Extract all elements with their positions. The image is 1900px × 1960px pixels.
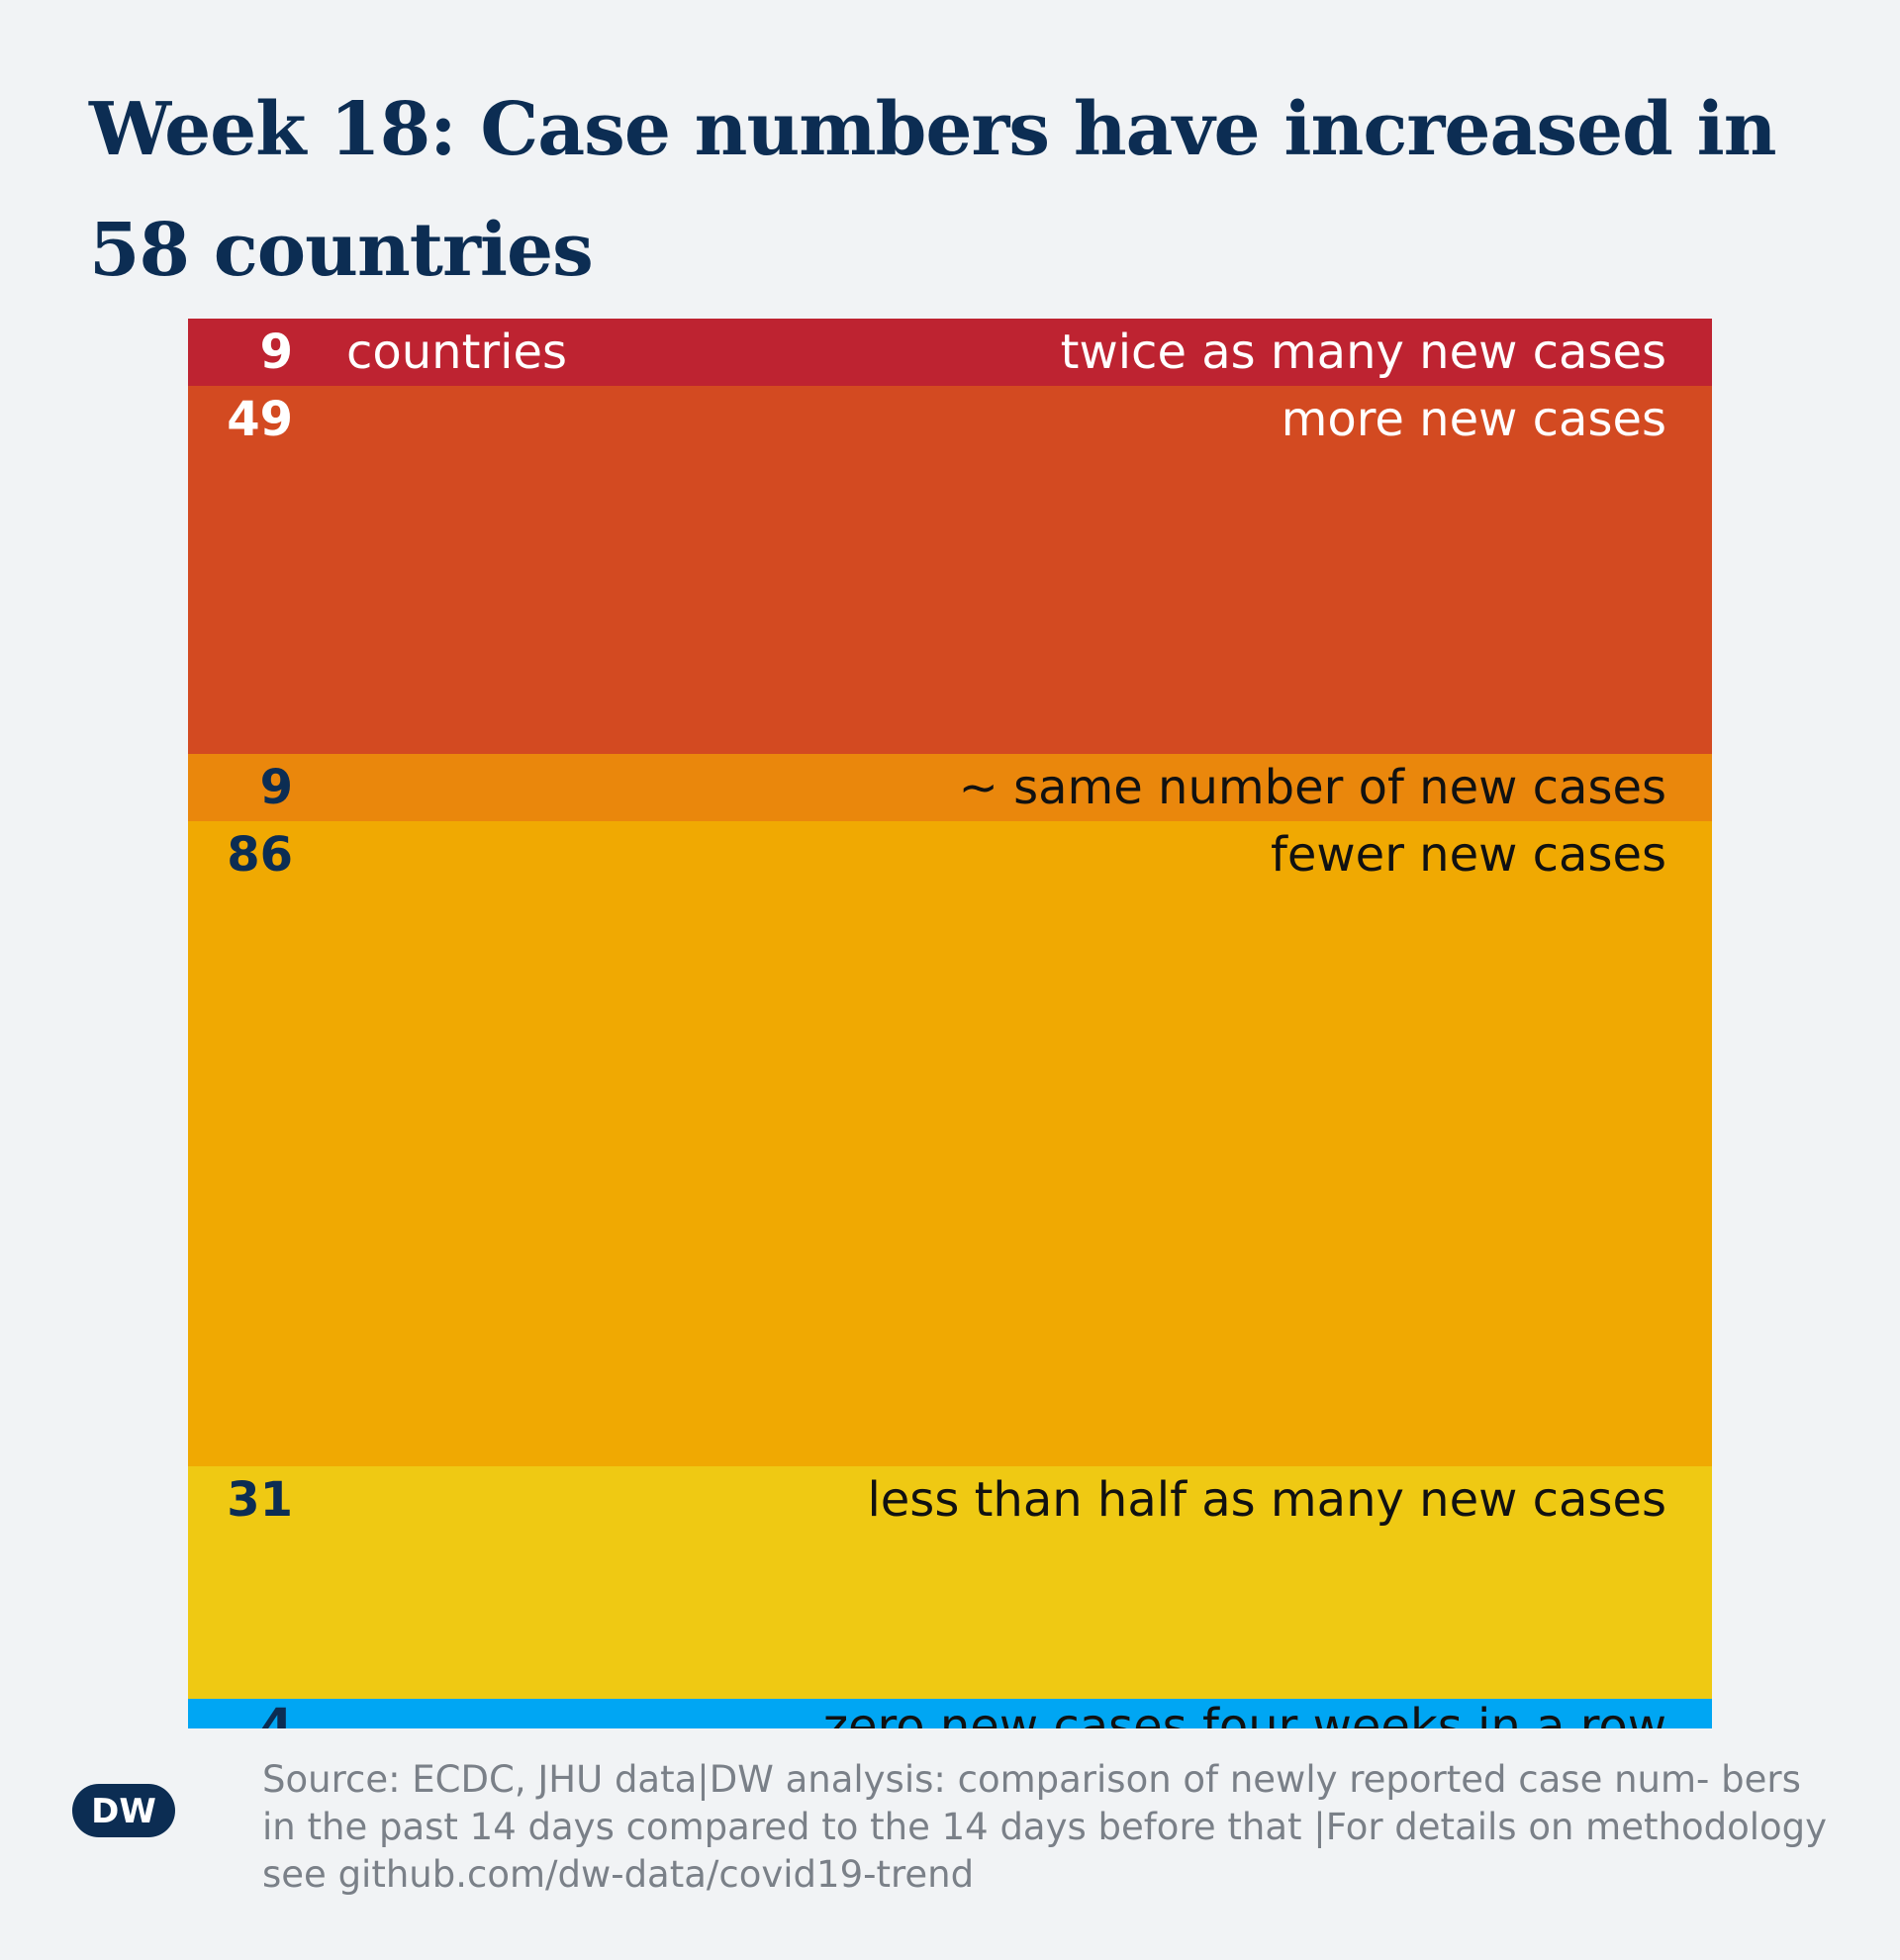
category-label: zero new cases four weeks in a row: [822, 1698, 1666, 1728]
bar-segment: 4 zero new cases four weeks in a row: [188, 1698, 1712, 1728]
category-label: twice as many new cases: [1060, 325, 1666, 380]
bar-segment: 49 more new cases: [188, 386, 1712, 754]
category-label: less than half as many new cases: [867, 1471, 1666, 1528]
category-label: fewer new cases: [1270, 826, 1666, 883]
dw-logo-icon: DW: [72, 1784, 175, 1837]
stacked-bar-chart: 9 countries twice as many new cases 49 more …: [188, 319, 1712, 1728]
category-label: more new cases: [1281, 392, 1666, 448]
bar-value-label: 4: [259, 1698, 293, 1728]
bar-value-label: 86: [227, 826, 293, 883]
bar-value-label: 9: [259, 325, 293, 380]
bar-value-label: 49: [227, 392, 293, 448]
bar-segment: 9 countries twice as many new cases: [188, 319, 1712, 387]
unit-label: countries: [346, 325, 568, 380]
source-note: Source: ECDC, JHU data|DW analysis: comp…: [262, 1758, 1828, 1896]
bar-value-label: 9: [259, 759, 293, 815]
dw-logo-text: DW: [91, 1792, 156, 1831]
bar-value-label: 31: [227, 1471, 293, 1528]
bar-segment: 31 less than half as many new cases: [188, 1465, 1712, 1699]
bar-segment: 9 ~ same number of new cases: [188, 753, 1712, 821]
category-label: ~ same number of new cases: [958, 759, 1666, 815]
chart-title: Week 18: Case numbers have increased in …: [89, 87, 1777, 293]
bar-segment: 86 fewer new cases: [188, 820, 1712, 1466]
